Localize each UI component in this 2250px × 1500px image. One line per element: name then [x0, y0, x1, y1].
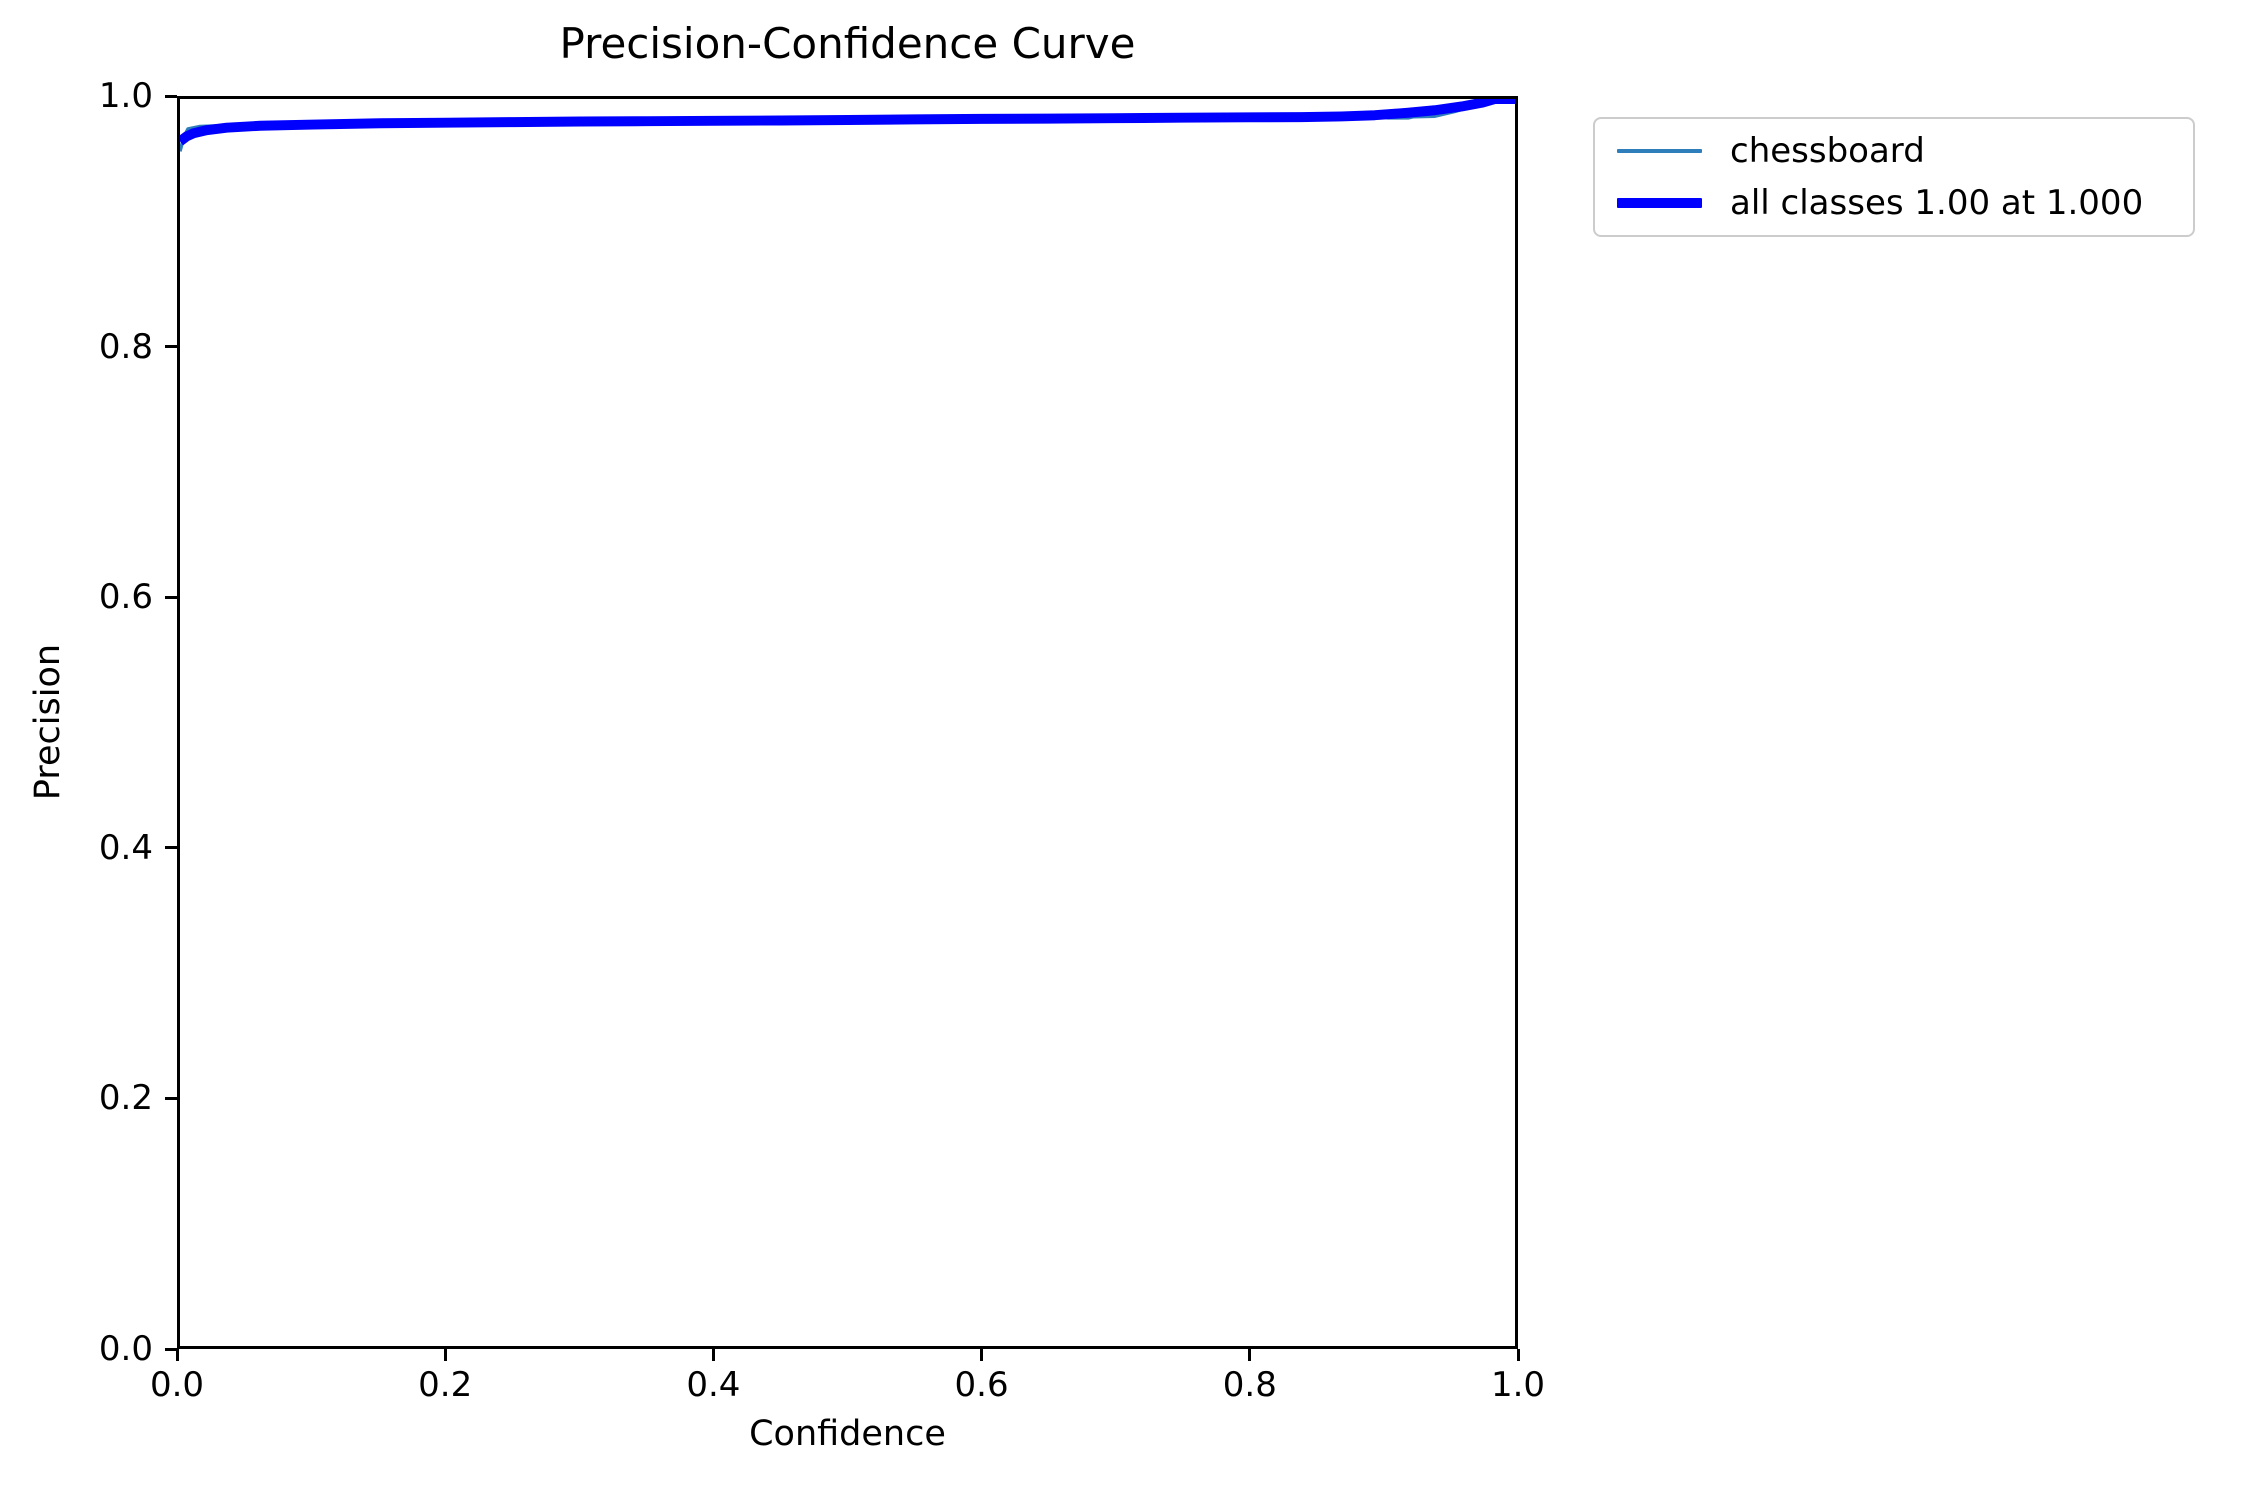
- series-line-all-classes-1.00-at-1.000: [180, 99, 1515, 146]
- y-tick-label: 1.0: [98, 76, 153, 116]
- legend: chessboard all classes 1.00 at 1.000: [1593, 117, 2195, 237]
- legend-entry-chessboard: chessboard: [1595, 125, 2193, 177]
- x-tick-mark: [175, 1349, 179, 1361]
- x-tick-label: 0.6: [954, 1365, 1009, 1405]
- x-tick-mark: [1248, 1349, 1252, 1361]
- y-tick-label: 0.8: [98, 326, 153, 367]
- x-tick-mark: [1516, 1349, 1520, 1361]
- y-tick-mark: [165, 846, 177, 850]
- chart-title: Precision-Confidence Curve: [559, 19, 1136, 68]
- legend-line-sample: [1617, 149, 1702, 153]
- plot-svg: [180, 99, 1515, 152]
- x-axis-label: Confidence: [749, 1414, 946, 1454]
- x-tick-label: 0.2: [418, 1365, 473, 1405]
- x-tick-label: 0.0: [149, 1365, 205, 1405]
- y-tick-mark: [165, 94, 177, 98]
- x-tick-label: 0.4: [686, 1365, 741, 1405]
- legend-line-sample: [1617, 198, 1702, 208]
- x-tick-mark: [980, 1349, 984, 1361]
- legend-label: chessboard: [1730, 131, 1925, 171]
- y-tick-label: 0.0: [98, 1329, 153, 1369]
- x-tick-label: 0.8: [1222, 1365, 1277, 1405]
- x-tick-label: 1.0: [1490, 1365, 1546, 1405]
- y-tick-label: 0.2: [98, 1078, 153, 1119]
- y-tick-mark: [165, 345, 177, 349]
- legend-label: all classes 1.00 at 1.000: [1730, 183, 2144, 223]
- x-tick-mark: [711, 1349, 715, 1361]
- legend-entry-all-classes-1.00-at-1.000: all classes 1.00 at 1.000: [1595, 177, 2193, 229]
- y-axis-label: Precision: [28, 643, 68, 801]
- plot-area: [177, 96, 1518, 1349]
- legend-line-swatch: [1617, 149, 1702, 153]
- legend-line-swatch: [1617, 198, 1702, 208]
- y-tick-label: 0.4: [98, 827, 153, 868]
- x-tick-mark: [443, 1349, 447, 1361]
- y-tick-label: 0.6: [98, 577, 153, 618]
- y-tick-mark: [165, 595, 177, 599]
- y-tick-mark: [165, 1096, 177, 1100]
- y-tick-mark: [165, 1347, 177, 1351]
